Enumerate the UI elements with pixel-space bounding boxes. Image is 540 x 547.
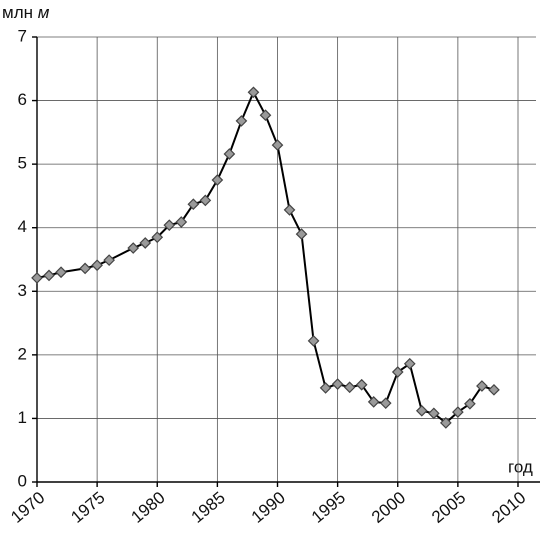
data-point [488, 383, 500, 396]
data-point [211, 174, 224, 186]
data-point [391, 366, 404, 378]
data-point [379, 397, 392, 410]
data-point [319, 382, 332, 394]
data-point [79, 262, 91, 275]
y-axis-label-text: млн [2, 3, 33, 22]
data-point [139, 237, 152, 249]
data-point [163, 219, 176, 232]
data-point [103, 254, 115, 266]
y-axis-label: млн м [2, 3, 50, 22]
data-point [259, 109, 272, 122]
data-point [427, 407, 440, 420]
data-point [235, 115, 248, 127]
data-point [307, 335, 320, 347]
data-point [355, 378, 368, 391]
data-point [452, 406, 464, 418]
x-tick-label: 1985 [188, 488, 229, 527]
data-point [175, 216, 188, 228]
data-point [295, 228, 308, 240]
x-tick-label: 1970 [7, 488, 48, 527]
data-point [187, 198, 200, 211]
data-point [55, 266, 67, 279]
data-point [283, 204, 296, 216]
data-point [464, 397, 476, 410]
data-line [36, 89, 495, 425]
data-point [403, 357, 416, 370]
data-point [343, 381, 356, 394]
data-point [415, 404, 428, 417]
x-axis-label: год [508, 457, 533, 476]
y-tick-label: 5 [18, 154, 27, 173]
data-point [247, 86, 260, 99]
data-point [151, 231, 164, 244]
y-tick-label: 4 [18, 217, 27, 236]
data-point [199, 194, 212, 207]
y-tick-label: 3 [18, 281, 27, 300]
x-tick-label: 1995 [308, 488, 349, 527]
y-tick-label: 7 [18, 26, 27, 45]
data-point [367, 396, 380, 408]
y-tick-label: 1 [18, 408, 27, 427]
data-point [91, 259, 103, 272]
y-axis-unit: м [38, 3, 50, 22]
y-tick-label: 0 [18, 471, 27, 490]
x-tick-label: 1980 [128, 488, 169, 527]
data-point [31, 272, 43, 284]
data-point [440, 417, 452, 429]
data-point [331, 378, 344, 390]
data-point [127, 242, 140, 254]
x-tick-label: 1975 [67, 488, 108, 527]
data-point [271, 139, 284, 151]
y-tick-label: 2 [18, 344, 27, 363]
x-tick-label: 2010 [488, 488, 529, 527]
data-point [476, 380, 488, 392]
data-point [223, 148, 236, 160]
x-tick-label: 2005 [428, 488, 469, 527]
y-tick-label: 6 [18, 90, 27, 109]
x-tick-label: 2000 [368, 488, 409, 527]
data-point [43, 269, 55, 282]
x-tick-label: 1990 [248, 488, 289, 527]
